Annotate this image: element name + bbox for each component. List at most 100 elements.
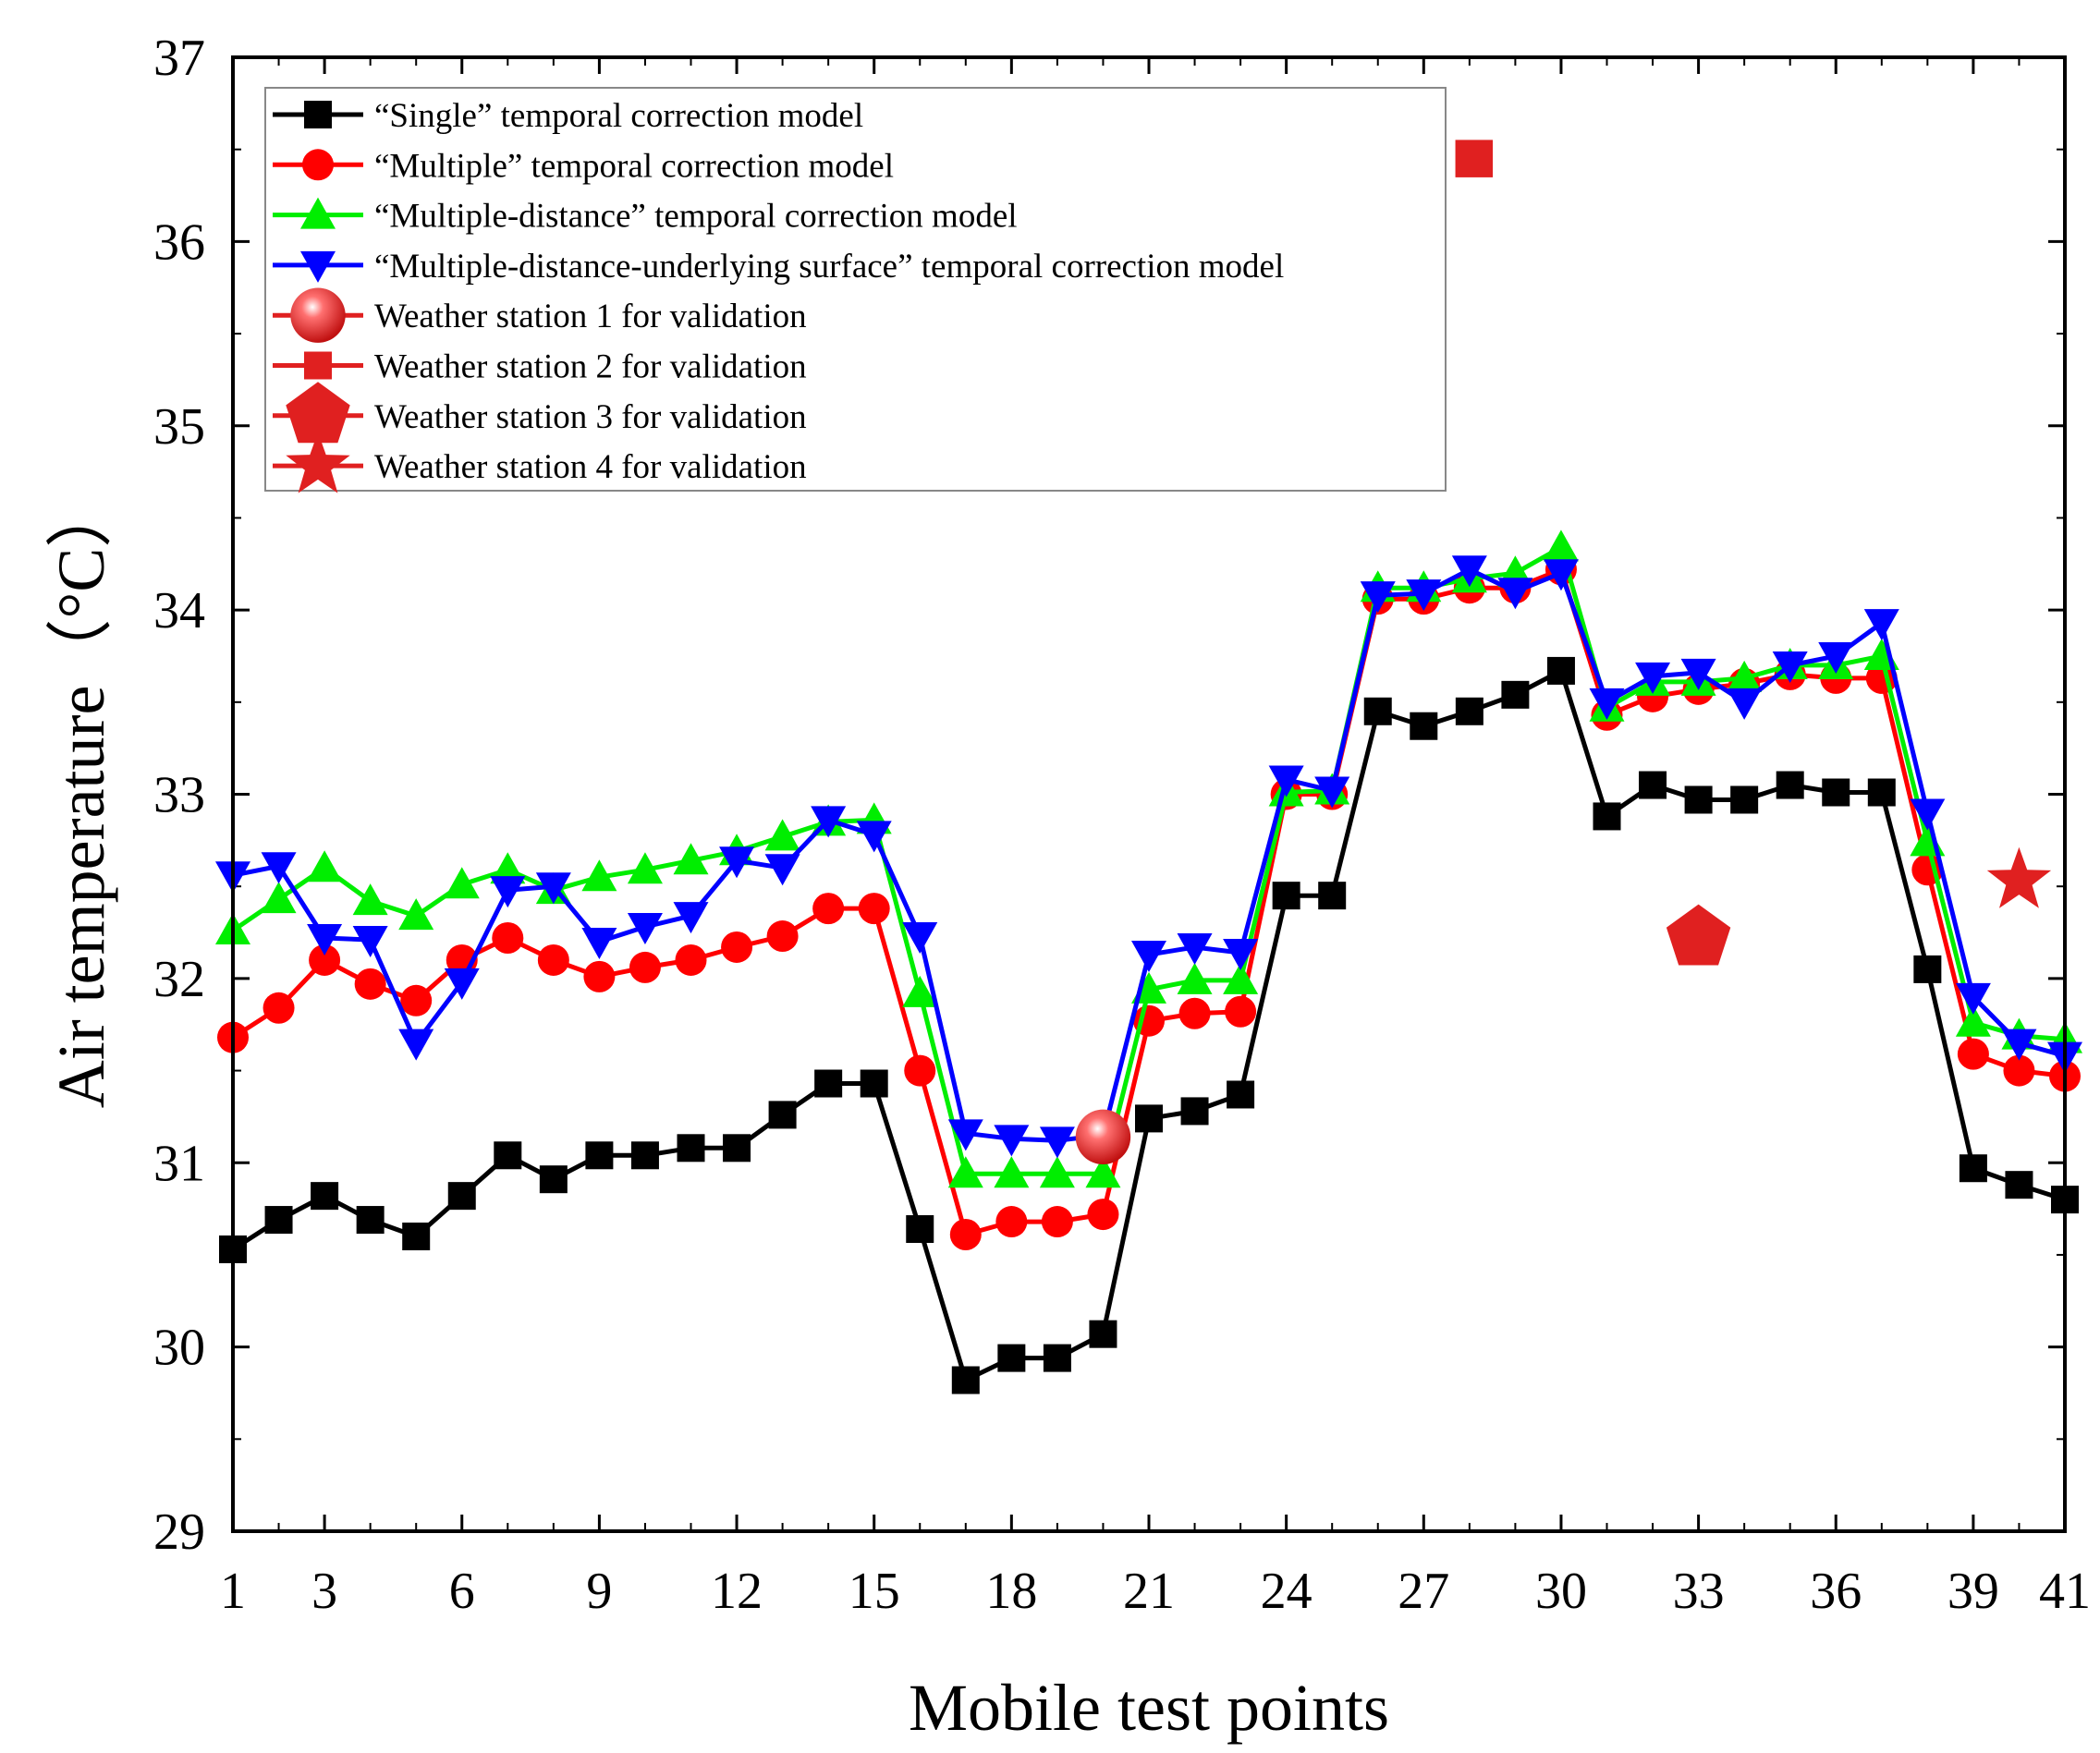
data-point <box>2001 1029 2037 1061</box>
x-tick-label: 15 <box>849 1563 900 1620</box>
data-point <box>535 872 571 905</box>
y-tick-label: 34 <box>153 582 205 639</box>
data-point <box>1497 578 1533 610</box>
legend-box <box>264 87 1447 492</box>
legend-label: Weather station 1 for validation <box>374 298 807 335</box>
legend-item: “Single” temporal correction model <box>273 97 863 135</box>
data-point <box>949 1219 982 1251</box>
data-point <box>860 1069 888 1098</box>
data-point <box>1639 771 1667 799</box>
data-point <box>1406 579 1442 612</box>
legend-item: Weather station 2 for validation <box>273 348 807 386</box>
x-tick-label: 30 <box>1535 1563 1587 1620</box>
data-point <box>1546 656 1575 685</box>
y-tick-label: 32 <box>153 951 205 1008</box>
data-point <box>354 968 386 1000</box>
data-point <box>814 1069 843 1098</box>
data-point <box>1227 1080 1255 1109</box>
legend-swatch-marker <box>290 287 346 343</box>
data-point <box>1089 1320 1117 1348</box>
y-tick-label: 36 <box>153 213 205 271</box>
data-point <box>1593 802 1621 831</box>
data-point <box>447 1182 476 1211</box>
data-point <box>1957 1038 1989 1070</box>
legend-item: “Multiple-distance-underlying surface” t… <box>273 248 1284 286</box>
legend-label: “Single” temporal correction model <box>374 97 863 135</box>
data-point <box>1225 995 1257 1028</box>
x-tick-label: 1 <box>220 1563 246 1620</box>
data-point <box>1318 882 1347 910</box>
y-tick-label: 29 <box>153 1503 205 1561</box>
data-point <box>581 859 617 892</box>
weather-station-3-marker <box>1666 904 1731 966</box>
data-point <box>2005 1171 2033 1199</box>
data-point <box>1730 785 1759 814</box>
legend-item: Weather station 3 for validation <box>273 382 807 444</box>
data-point <box>1727 660 1763 692</box>
data-point <box>585 1141 614 1170</box>
data-point <box>723 1134 751 1163</box>
data-point <box>400 984 433 1016</box>
data-point <box>492 922 524 955</box>
data-point <box>311 1182 339 1211</box>
series-4 <box>215 555 2082 1159</box>
data-point <box>673 843 709 875</box>
data-point <box>1913 955 1942 983</box>
x-tick-label: 33 <box>1673 1563 1725 1620</box>
data-point <box>1818 641 1854 674</box>
data-point <box>1635 662 1671 694</box>
data-point <box>947 1156 983 1188</box>
data-point <box>1543 530 1579 562</box>
data-point <box>494 1141 522 1170</box>
data-point <box>490 852 526 884</box>
data-point <box>906 1215 934 1244</box>
data-point <box>902 975 938 1007</box>
x-tick-label: 39 <box>1947 1563 1999 1620</box>
weather-station-2-marker <box>1455 140 1494 177</box>
data-point <box>812 893 845 925</box>
data-point <box>1043 1344 1071 1372</box>
data-point <box>629 951 661 983</box>
y-tick-label: 31 <box>153 1135 205 1192</box>
data-point <box>1039 1156 1075 1188</box>
data-point <box>1085 1156 1121 1188</box>
series-3 <box>215 530 2082 1188</box>
data-point <box>1772 651 1808 683</box>
legend-item: Weather station 4 for validation <box>273 432 807 493</box>
legend-swatch-marker <box>304 351 332 380</box>
data-point <box>630 1141 659 1170</box>
data-point <box>2003 1054 2035 1087</box>
data-point <box>1087 1199 1119 1231</box>
data-point <box>1272 882 1300 910</box>
data-point <box>1041 1206 1073 1238</box>
data-point <box>352 883 388 916</box>
data-point <box>1684 785 1713 814</box>
x-tick-label: 24 <box>1261 1563 1312 1620</box>
data-point <box>581 928 617 959</box>
y-tick-label: 37 <box>153 30 205 87</box>
x-tick-label: 6 <box>449 1563 475 1620</box>
x-tick-label: 27 <box>1398 1563 1449 1620</box>
x-tick-label: 36 <box>1810 1563 1862 1620</box>
data-point <box>994 1156 1030 1188</box>
data-point <box>1776 771 1804 799</box>
data-point <box>1680 658 1716 690</box>
data-point <box>1314 776 1350 809</box>
data-point <box>1177 962 1213 994</box>
data-point <box>307 850 343 883</box>
x-axis-title: Mobile test points <box>909 1671 1389 1745</box>
data-point <box>947 1119 983 1151</box>
data-point <box>1223 962 1259 994</box>
data-point <box>352 926 388 958</box>
data-point <box>1410 712 1438 740</box>
data-point <box>1543 559 1579 591</box>
data-point <box>675 943 707 976</box>
plot-frame <box>231 55 2067 1533</box>
data-point <box>1451 555 1487 588</box>
data-point <box>307 924 343 956</box>
data-point <box>858 893 890 925</box>
legend-swatch-marker <box>286 432 350 493</box>
data-point <box>1039 1126 1075 1159</box>
data-point <box>1955 1004 1991 1037</box>
